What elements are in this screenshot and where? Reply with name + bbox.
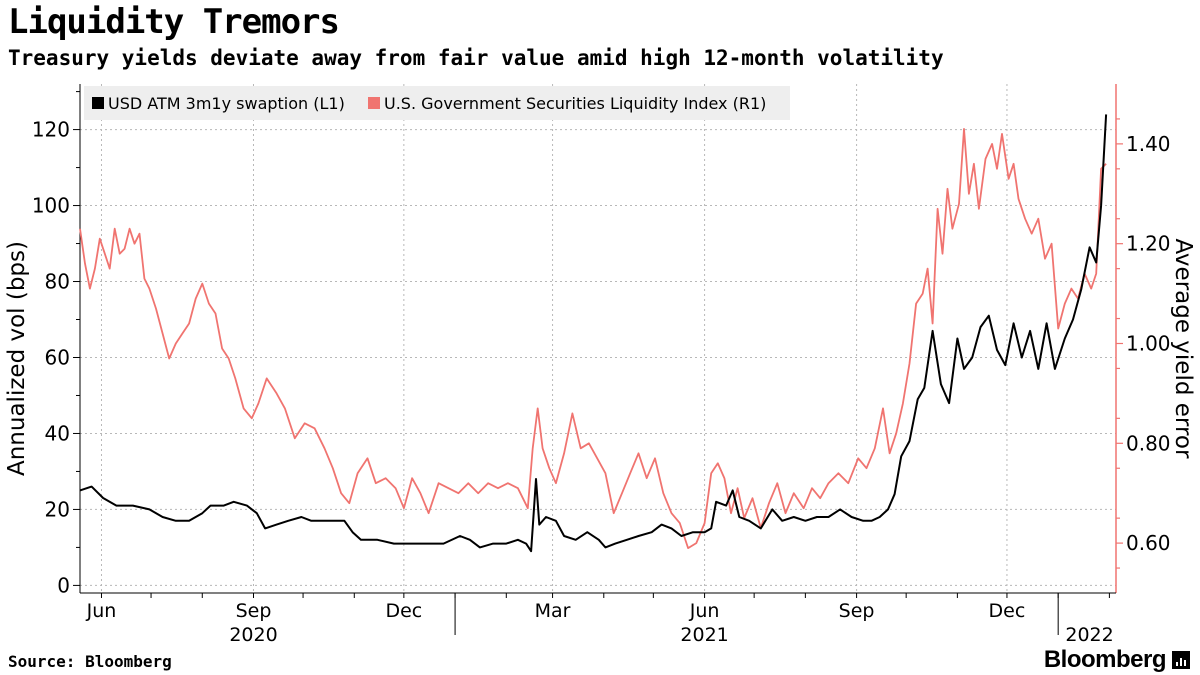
right-tick-label: 1.20 <box>1126 232 1171 256</box>
brand-name: Bloomberg <box>1043 646 1167 673</box>
left-tick-label: 40 <box>45 421 70 445</box>
x-tick-label: Jun <box>689 600 720 622</box>
swaption-vol-line <box>79 114 1108 553</box>
left-tick-label: 80 <box>45 270 70 294</box>
x-tick-label: Dec <box>989 600 1026 622</box>
x-tick-label: Jun <box>86 600 117 622</box>
left-tick-label: 20 <box>45 497 70 521</box>
source-note: Source: Bloomberg <box>8 652 172 671</box>
x-year-label: 2020 <box>229 624 277 646</box>
gridlines <box>80 84 1116 593</box>
legend-background <box>84 86 790 120</box>
x-tick-label: Sep <box>236 600 272 622</box>
left-axis-label: Annualized vol (bps) <box>4 241 30 476</box>
x-year-label: 2021 <box>680 624 728 646</box>
right-tick-label: 0.80 <box>1126 431 1171 455</box>
right-tick-label: 1.00 <box>1126 331 1171 355</box>
legend: USD ATM 3m1y swaption (L1) U.S. Governmen… <box>84 86 790 120</box>
x-year-label: 2022 <box>1065 624 1113 646</box>
legend-swatch-liquidity <box>368 97 380 109</box>
legend-label-swaption: USD ATM 3m1y swaption (L1) <box>108 94 345 113</box>
legend-swatch-swaption <box>92 97 104 109</box>
left-tick-label: 120 <box>32 118 70 142</box>
chart-title: Liquidity Tremors <box>8 2 340 42</box>
chart-subtitle: Treasury yields deviate away from fair v… <box>8 46 944 70</box>
right-axis-label: Average yield error <box>1170 239 1196 459</box>
legend-label-liquidity: U.S. Government Securities Liquidity Ind… <box>384 94 766 113</box>
x-tick-label: Sep <box>839 600 875 622</box>
right-tick-label: 1.40 <box>1126 132 1171 156</box>
axes: 0 20 40 60 80 100 120 Annualized vol (bps) 0.60 0… <box>4 84 1196 646</box>
left-tick-label: 100 <box>32 194 70 218</box>
series-lines <box>79 114 1108 553</box>
liquidity-index-line <box>79 128 1107 549</box>
bar-chart-icon <box>1172 651 1190 669</box>
left-tick-label: 0 <box>57 573 70 597</box>
left-tick-label: 60 <box>45 345 70 369</box>
x-tick-label: Mar <box>535 600 571 622</box>
right-tick-label: 0.60 <box>1126 531 1171 555</box>
x-tick-label: Dec <box>385 600 422 622</box>
bloomberg-logo: Bloomberg <box>1044 646 1190 674</box>
